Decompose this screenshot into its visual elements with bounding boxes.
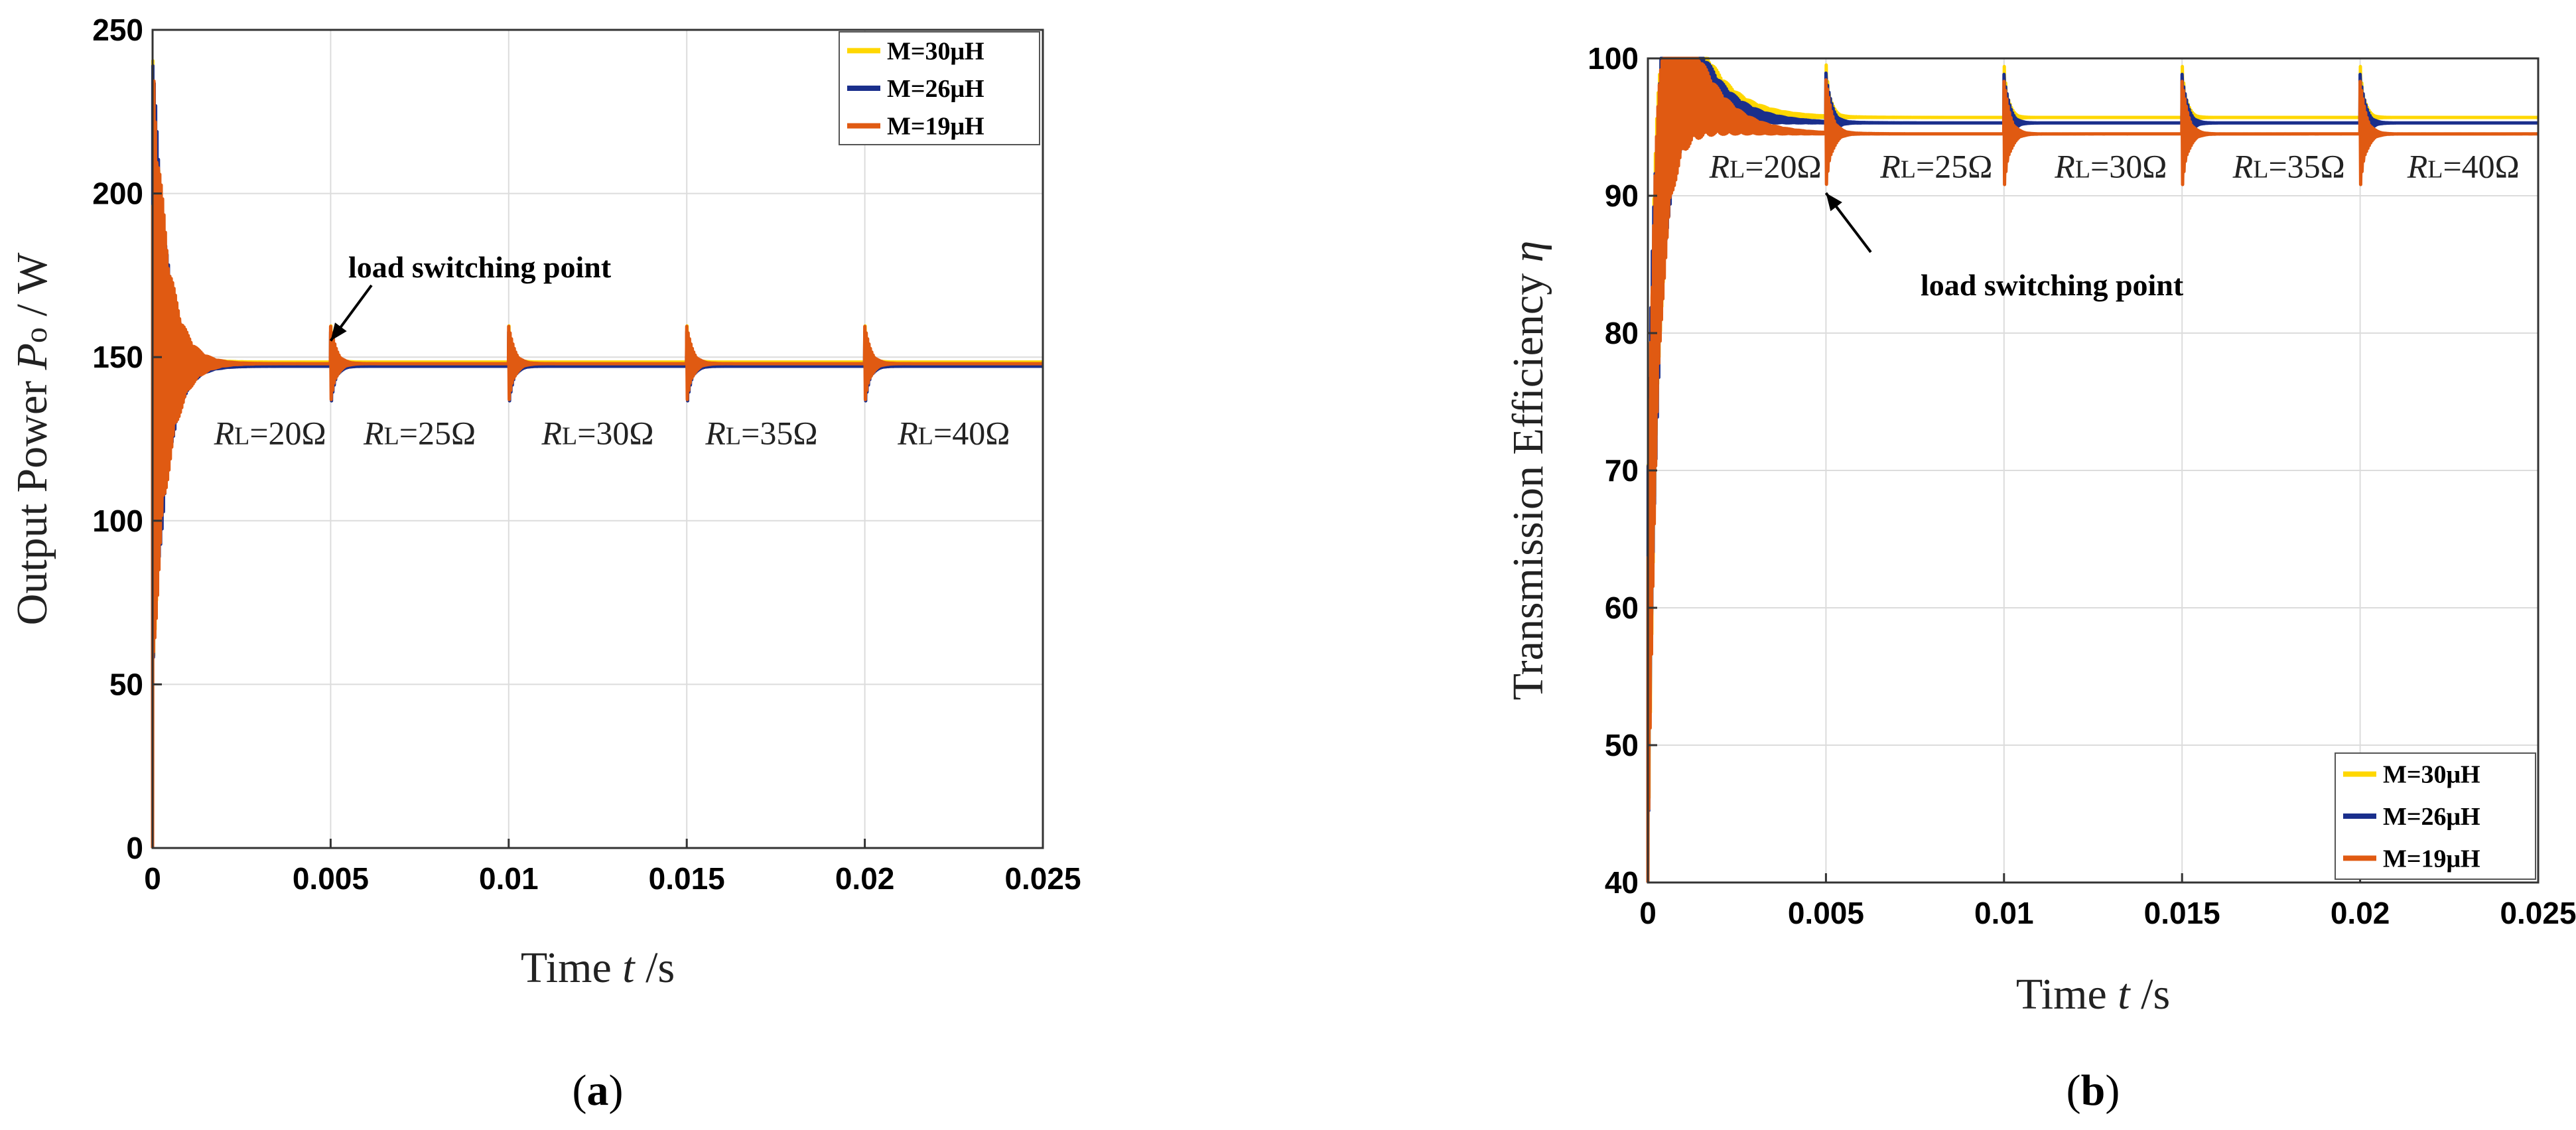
y-tick-label: 50 bbox=[1605, 728, 1639, 762]
legend-entry-1: M=30μH bbox=[887, 37, 984, 65]
series-line-2 bbox=[1646, 56, 2540, 883]
load-resistance-label: RL=25Ω bbox=[1879, 147, 1992, 184]
series-line-3 bbox=[1646, 56, 2540, 883]
load-resistance-label: RL=20Ω bbox=[1709, 147, 1822, 184]
y-axis-label: Output Power Po / W bbox=[8, 252, 56, 625]
x-axis-label: Time t /s bbox=[2016, 970, 2170, 1019]
chart-panel-b: 0 0.005 0.01 0.015 0.02 0.025 40 50 60 70 80 90 100 T… bbox=[1504, 41, 2576, 1115]
annotation-arrowhead bbox=[1826, 192, 1842, 212]
y-tick-label: 60 bbox=[1605, 591, 1639, 625]
y-tick-label: 50 bbox=[109, 667, 143, 701]
legend-entry-3: M=19μH bbox=[2383, 845, 2480, 873]
load-resistance-label: RL=35Ω bbox=[2232, 147, 2345, 184]
x-tick-label: 0.005 bbox=[293, 861, 369, 896]
x-tick-label: 0.01 bbox=[1974, 896, 2034, 930]
x-tick-label: 0.025 bbox=[1004, 861, 1081, 896]
y-tick-label: 250 bbox=[92, 13, 143, 47]
plot-area bbox=[153, 30, 1043, 848]
legend-entry-1: M=30μH bbox=[2383, 761, 2480, 789]
y-tick-label: 100 bbox=[1588, 41, 1639, 76]
panel-label: (b) bbox=[2067, 1066, 2120, 1115]
series-line-1 bbox=[1646, 56, 2540, 883]
legend-entry-3: M=19μH bbox=[887, 113, 984, 141]
chart-panel-a: 0 0.005 0.01 0.015 0.02 0.025 0 50 100 150 200 250 T… bbox=[8, 13, 1081, 1115]
y-tick-label: 70 bbox=[1605, 453, 1639, 488]
x-tick-label: 0 bbox=[1639, 896, 1657, 930]
y-tick-label: 100 bbox=[92, 504, 143, 538]
y-tick-label: 0 bbox=[126, 831, 143, 865]
y-axis-label: Transmission Efficiency η bbox=[1504, 241, 1552, 701]
series-line-3 bbox=[151, 79, 1045, 849]
x-tick-label: 0.005 bbox=[1788, 896, 1864, 930]
y-tick-label: 80 bbox=[1605, 316, 1639, 350]
y-tick-label: 40 bbox=[1605, 865, 1639, 900]
x-axis-label: Time t /s bbox=[521, 944, 675, 992]
x-tick-label: 0.015 bbox=[649, 861, 725, 896]
panel-label: (a) bbox=[573, 1066, 624, 1115]
x-tick-label: 0.015 bbox=[2144, 896, 2220, 930]
series-line-2 bbox=[151, 64, 1045, 849]
y-tick-label: 90 bbox=[1605, 178, 1639, 213]
x-tick-label: 0.02 bbox=[2331, 896, 2390, 930]
load-resistance-label: RL=40Ω bbox=[2407, 147, 2520, 184]
axes-frame bbox=[151, 29, 1044, 849]
y-tick-label: 150 bbox=[92, 340, 143, 374]
legend: M=30μH M=26μH M=19μH bbox=[2335, 752, 2536, 880]
legend-entry-2: M=26μH bbox=[2383, 803, 2480, 831]
load-resistance-label: RL=30Ω bbox=[2054, 147, 2167, 184]
legend: M=30μH M=26μH M=19μH bbox=[839, 31, 1040, 145]
x-tick-label: 0.02 bbox=[835, 861, 895, 896]
x-tick-label: 0.025 bbox=[2500, 896, 2576, 930]
load-resistance-label: RL=30Ω bbox=[541, 415, 653, 452]
annotation-arrowhead bbox=[330, 322, 347, 341]
load-resistance-label: RL=20Ω bbox=[214, 415, 326, 452]
x-tick-label: 0.01 bbox=[479, 861, 539, 896]
legend-entry-2: M=26μH bbox=[887, 75, 984, 103]
load-resistance-label: RL=40Ω bbox=[897, 415, 1010, 452]
load-resistance-label: RL=25Ω bbox=[363, 415, 476, 452]
load-resistance-label: RL=35Ω bbox=[705, 415, 817, 452]
annotation-load-switching-point: load switching point bbox=[1921, 268, 2184, 302]
y-tick-label: 200 bbox=[92, 177, 143, 211]
x-tick-label: 0 bbox=[144, 861, 161, 896]
annotation-load-switching-point: load switching point bbox=[348, 250, 612, 284]
